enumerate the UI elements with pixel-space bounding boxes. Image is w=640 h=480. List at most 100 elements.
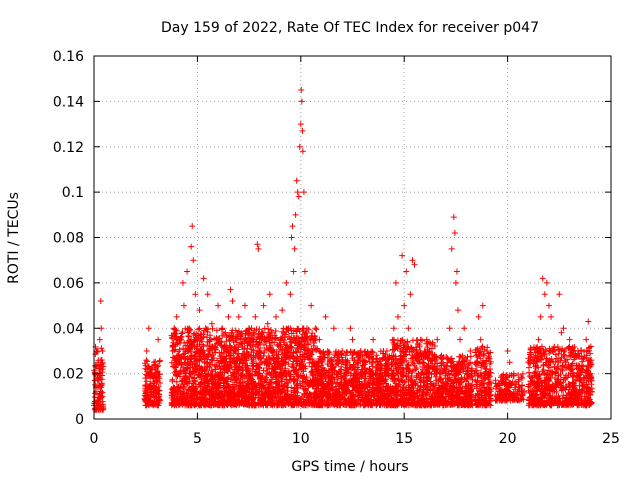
data-point [214, 398, 221, 405]
data-point [288, 330, 295, 337]
data-point [235, 329, 242, 336]
data-point [257, 361, 264, 368]
data-point [218, 393, 225, 400]
data-point [333, 395, 340, 402]
data-point [154, 363, 161, 370]
data-point [246, 335, 253, 342]
data-point [153, 374, 160, 381]
data-point [209, 349, 216, 356]
data-point [248, 389, 255, 396]
data-point [236, 400, 243, 407]
data-point [185, 387, 192, 394]
data-point [186, 369, 193, 376]
data-point [243, 357, 250, 364]
data-point [275, 388, 282, 395]
data-point [232, 377, 239, 384]
data-point [304, 399, 311, 406]
data-point [290, 364, 297, 371]
data-point [193, 343, 200, 350]
data-point [174, 352, 181, 359]
data-point [151, 400, 158, 407]
data-point [274, 363, 281, 370]
data-point [277, 366, 284, 373]
data-point [257, 349, 264, 356]
data-point [292, 348, 299, 355]
data-point [189, 386, 196, 393]
data-point [274, 341, 281, 348]
data-point [251, 400, 258, 407]
data-point [314, 366, 321, 373]
data-point [304, 340, 311, 347]
data-point [271, 339, 278, 346]
data-point [99, 406, 106, 413]
data-point [256, 394, 263, 401]
data-point [342, 352, 349, 359]
data-point [227, 359, 234, 366]
data-point [297, 338, 304, 345]
data-point [299, 372, 306, 379]
data-point [155, 398, 162, 404]
data-point [171, 347, 178, 354]
data-point [192, 400, 199, 407]
data-points [91, 87, 596, 413]
data-point [275, 394, 282, 401]
data-point [184, 391, 191, 398]
data-point [285, 333, 292, 340]
data-point [197, 346, 204, 353]
data-point [220, 365, 227, 372]
data-point [143, 378, 150, 385]
data-point [232, 327, 239, 334]
data-point [342, 377, 349, 384]
data-point [235, 392, 242, 399]
data-point [207, 343, 214, 350]
data-point [251, 381, 258, 388]
data-point [172, 326, 179, 333]
data-point [280, 396, 287, 403]
data-point [353, 379, 360, 386]
data-point [256, 326, 263, 333]
data-point [231, 383, 238, 390]
data-point [271, 401, 278, 408]
data-point [293, 349, 300, 356]
data-point [306, 359, 313, 366]
data-point [254, 351, 261, 358]
data-point [192, 363, 199, 370]
data-point [175, 390, 182, 397]
data-point [285, 351, 292, 358]
data-point [157, 380, 164, 387]
data-point [156, 387, 163, 394]
data-point [147, 365, 154, 372]
data-point [249, 376, 256, 383]
data-point [273, 374, 280, 381]
data-point [288, 391, 295, 398]
data-point [188, 397, 195, 404]
data-point [209, 344, 216, 351]
data-point [369, 363, 376, 370]
data-point [285, 346, 292, 353]
data-point [332, 398, 339, 405]
data-point [212, 391, 219, 398]
data-point [235, 354, 242, 361]
data-point [202, 366, 209, 373]
data-point [144, 358, 151, 365]
data-point [266, 354, 273, 361]
data-point [99, 360, 106, 367]
data-point [377, 358, 384, 365]
data-point [233, 402, 240, 409]
data-point [262, 399, 269, 406]
data-point [286, 343, 293, 350]
data-point [237, 385, 244, 392]
data-point [151, 394, 158, 401]
data-point [267, 387, 274, 394]
data-point [286, 355, 293, 362]
data-point [250, 395, 257, 402]
data-point [214, 357, 221, 364]
data-point [290, 375, 297, 382]
data-point [249, 363, 256, 370]
data-point [185, 337, 192, 344]
data-point [199, 389, 206, 396]
data-point [413, 337, 420, 344]
data-point [230, 388, 237, 395]
data-point [310, 336, 317, 343]
data-point [204, 363, 211, 370]
